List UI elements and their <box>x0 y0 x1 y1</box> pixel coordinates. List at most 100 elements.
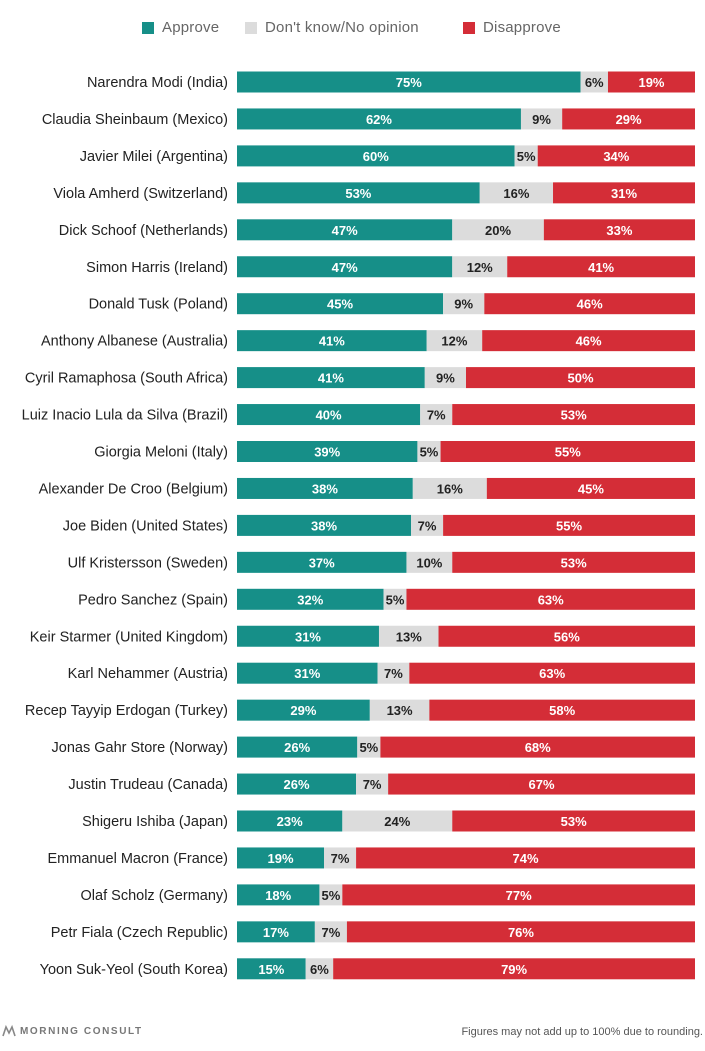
data-label-approve: 23% <box>277 814 303 829</box>
category-label-dick-schoof-netherlands: Dick Schoof (Netherlands) <box>59 223 228 239</box>
legend-label-disapprove: Disapprove <box>483 19 561 36</box>
data-label-disapprove: 53% <box>561 555 587 570</box>
legend-item-dont-know: Don't know/No opinion <box>245 19 419 36</box>
bar-segment-approve <box>237 108 521 130</box>
data-label-dont-know: 5% <box>359 740 378 755</box>
bar-segment-approve <box>237 699 370 721</box>
bar-segment-approve <box>237 367 425 389</box>
data-label-approve: 32% <box>297 592 323 607</box>
data-label-approve: 26% <box>284 740 310 755</box>
data-label-dont-know: 16% <box>503 186 529 201</box>
category-label-jonas-gahr-store-norway: Jonas Gahr Store (Norway) <box>52 740 228 756</box>
data-label-dont-know: 13% <box>387 703 413 718</box>
bar-segment-approve <box>237 182 480 204</box>
bar-segment-dont-know <box>383 588 407 610</box>
data-label-dont-know: 12% <box>441 334 467 349</box>
data-label-disapprove: 46% <box>576 334 602 349</box>
bar-segment-disapprove <box>452 551 695 573</box>
bar-segment-approve <box>237 736 358 758</box>
data-label-approve: 38% <box>311 518 337 533</box>
data-label-approve: 31% <box>294 666 320 681</box>
data-label-dont-know: 5% <box>517 149 536 164</box>
data-label-approve: 47% <box>332 260 358 275</box>
data-label-disapprove: 29% <box>616 112 642 127</box>
bar-segment-dont-know <box>479 182 554 204</box>
data-label-disapprove: 46% <box>577 297 603 312</box>
data-label-dont-know: 7% <box>427 408 446 423</box>
data-label-disapprove: 53% <box>561 408 587 423</box>
category-label-joe-biden-united-states: Joe Biden (United States) <box>63 518 228 534</box>
bar-segment-disapprove <box>409 662 695 684</box>
bar-segment-approve <box>237 441 418 462</box>
data-label-dont-know: 7% <box>321 925 340 940</box>
bar-segment-disapprove <box>438 625 695 647</box>
data-label-approve: 75% <box>396 75 422 90</box>
bar-segment-dont-know <box>357 736 381 758</box>
bar-segment-dont-know <box>319 884 343 906</box>
legend-swatch-dont-know <box>245 21 257 34</box>
data-label-dont-know: 9% <box>454 297 473 312</box>
bar-segment-dont-know <box>520 108 563 130</box>
data-label-approve: 29% <box>290 703 316 718</box>
data-label-dont-know: 5% <box>386 592 405 607</box>
data-label-disapprove: 53% <box>561 814 587 829</box>
data-label-dont-know: 10% <box>416 555 442 570</box>
data-label-dont-know: 9% <box>436 371 455 386</box>
bar-segment-dont-know <box>305 958 334 980</box>
bar-segment-disapprove <box>380 736 695 758</box>
bar-segment-approve <box>237 921 315 943</box>
bar-segment-dont-know <box>452 219 544 241</box>
bar-segment-dont-know <box>314 921 347 943</box>
category-label-emmanuel-macron-france: Emmanuel Macron (France) <box>48 851 229 867</box>
category-label-ulf-kristersson-sweden: Ulf Kristersson (Sweden) <box>68 555 228 571</box>
bar-segment-approve <box>237 330 427 352</box>
bar-segment-dont-know <box>417 441 441 462</box>
bar-segment-dont-know <box>378 625 439 647</box>
bar-segment-disapprove <box>356 847 695 869</box>
bar-segment-approve <box>237 884 320 906</box>
brand-name: MORNING CONSULT <box>20 1025 143 1037</box>
bar-segment-approve <box>237 810 343 832</box>
bar-segment-approve <box>237 551 407 573</box>
data-label-dont-know: 9% <box>532 112 551 127</box>
data-label-approve: 62% <box>366 112 392 127</box>
legend-label-approve: Approve <box>162 19 220 36</box>
bar-segment-disapprove <box>388 773 695 795</box>
category-label-anthony-albanese-australia: Anthony Albanese (Australia) <box>41 334 228 350</box>
legend-label-dont-know: Don't know/No opinion <box>265 19 419 36</box>
bar-segment-disapprove <box>346 921 695 943</box>
data-label-disapprove: 74% <box>513 851 539 866</box>
bar-segment-approve <box>237 145 515 167</box>
category-label-recep-tayyip-erdogan-turkey: Recep Tayyip Erdogan (Turkey) <box>25 703 228 719</box>
category-label-pedro-sanchez-spain: Pedro Sanchez (Spain) <box>78 592 228 608</box>
legend-swatch-approve <box>142 21 154 34</box>
data-label-disapprove: 34% <box>603 149 629 164</box>
data-label-dont-know: 5% <box>420 445 439 460</box>
category-label-shigeru-ishiba-japan: Shigeru Ishiba (Japan) <box>82 814 228 830</box>
data-label-approve: 37% <box>309 555 335 570</box>
bar-segment-approve <box>237 625 379 647</box>
data-label-dont-know: 7% <box>331 851 350 866</box>
bar-segment-disapprove <box>482 330 695 352</box>
data-label-disapprove: 67% <box>529 777 555 792</box>
data-label-disapprove: 19% <box>638 75 664 90</box>
morning-consult-logo-icon <box>2 1024 16 1037</box>
bar-segment-disapprove <box>452 810 695 832</box>
bar-segment-disapprove <box>440 441 695 462</box>
bar-segment-disapprove <box>333 958 695 980</box>
bar-segment-approve <box>237 256 453 278</box>
category-label-viola-amherd-switzerland: Viola Amherd (Switzerland) <box>53 186 228 202</box>
bar-segment-disapprove <box>429 699 695 721</box>
bar-segment-dont-know <box>514 145 538 167</box>
data-label-disapprove: 63% <box>538 592 564 607</box>
bar-segment-disapprove <box>406 588 695 610</box>
bar-segment-approve <box>237 477 413 499</box>
data-label-approve: 17% <box>263 925 289 940</box>
data-label-approve: 18% <box>265 888 291 903</box>
category-label-olaf-scholz-germany: Olaf Scholz (Germany) <box>81 888 228 904</box>
bar-segment-dont-know <box>424 367 466 389</box>
bar-segment-approve <box>237 514 412 536</box>
data-label-dont-know: 13% <box>396 629 422 644</box>
bar-segment-dont-know <box>426 330 483 352</box>
data-label-disapprove: 55% <box>556 518 582 533</box>
